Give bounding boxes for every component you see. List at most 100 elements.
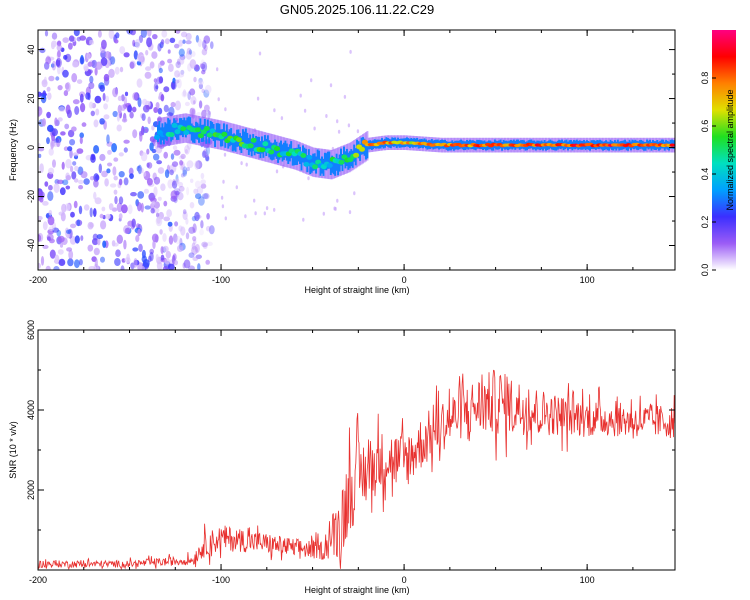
noise-blob	[66, 232, 70, 239]
noise-blob	[115, 249, 121, 257]
noise-blob	[95, 61, 103, 70]
ridge-band	[296, 147, 299, 165]
snr-series	[38, 369, 675, 570]
faint-point	[299, 93, 302, 98]
noise-blob	[86, 39, 90, 45]
noise-blob	[56, 179, 64, 185]
ridge-core	[206, 132, 213, 138]
noise-blob	[160, 94, 165, 102]
ridge-band	[589, 141, 591, 151]
noise-blob	[130, 192, 137, 197]
noise-blob	[140, 202, 144, 213]
noise-blob	[187, 91, 191, 101]
noise-blob	[74, 106, 80, 115]
noise-blob	[193, 188, 199, 195]
ridge-band	[291, 148, 294, 166]
noise-blob	[153, 107, 159, 113]
faint-point	[208, 111, 211, 115]
noise-blob	[48, 226, 55, 232]
noise-blob	[141, 125, 145, 136]
noise-blob	[42, 221, 48, 231]
noise-blob	[164, 38, 170, 45]
ridge-band	[284, 140, 287, 158]
ridge-band	[260, 136, 263, 154]
noise-blob	[69, 149, 73, 159]
noise-blob	[79, 35, 87, 41]
noise-blob	[38, 142, 41, 148]
faint-point	[253, 198, 256, 203]
noise-blob	[186, 167, 191, 172]
ridge-band	[187, 116, 190, 134]
noise-blob	[189, 107, 196, 115]
noise-blob	[194, 211, 200, 222]
noise-blob	[182, 211, 188, 221]
noise-blob	[72, 61, 79, 68]
noise-blob	[167, 263, 175, 270]
noise-blob	[100, 256, 105, 263]
ridge-band	[265, 138, 268, 156]
noise-blob	[166, 209, 173, 218]
noise-blob	[188, 226, 196, 234]
noise-blob	[180, 31, 188, 38]
noise-blob	[90, 154, 96, 163]
noise-blob	[160, 39, 165, 45]
bottom-x-axis-label: Height of straight line (km)	[304, 585, 409, 595]
noise-blob	[190, 96, 197, 105]
noise-blob	[123, 147, 128, 153]
noise-blob	[102, 240, 107, 248]
ridge-band	[214, 129, 217, 147]
noise-blob	[97, 30, 102, 38]
noise-blob	[69, 236, 77, 245]
noise-blob	[173, 233, 178, 243]
noise-blob	[103, 103, 108, 110]
noise-blob	[145, 105, 150, 110]
faint-point	[254, 211, 257, 216]
noise-blob	[119, 46, 126, 55]
noise-blob	[156, 76, 162, 85]
bottom-y-tick-label: 6000	[26, 320, 36, 340]
noise-blob	[73, 200, 78, 209]
ridge-band	[294, 147, 297, 165]
noise-blob	[80, 235, 84, 242]
noise-blob	[40, 255, 45, 266]
noise-blob	[44, 181, 49, 187]
faint-point	[310, 78, 313, 83]
noise-blob	[55, 76, 60, 81]
noise-blob	[195, 193, 202, 200]
noise-blob	[73, 178, 79, 183]
ridge-band	[280, 140, 282, 158]
noise-blob	[104, 178, 109, 187]
noise-blob	[142, 259, 150, 268]
noise-blob	[78, 179, 84, 185]
colorbar-label: Normalized spectral amplitude	[725, 89, 735, 210]
ridge-band	[353, 144, 356, 162]
noise-blob	[88, 101, 94, 109]
noise-blob	[153, 82, 159, 92]
noise-blob	[204, 104, 210, 112]
noise-blob	[184, 101, 190, 107]
colorbar-ticks: 0.0 0.2 0.4 0.6 0.8	[700, 72, 716, 276]
faint-point	[223, 152, 227, 157]
top-y-tick-label: 40	[26, 45, 36, 55]
noise-blob	[113, 157, 119, 162]
noise-blob	[132, 247, 139, 252]
noise-blob	[175, 61, 181, 69]
noise-blob	[189, 59, 197, 69]
bottom-x-tick-label: -100	[212, 575, 230, 585]
noise-blob	[171, 180, 178, 189]
noise-blob	[173, 260, 178, 266]
noise-blob	[157, 107, 163, 115]
colorbar-tick-label: 0.4	[700, 168, 710, 181]
noise-blob	[94, 67, 98, 76]
faint-point	[273, 207, 276, 212]
noise-blob	[173, 79, 180, 84]
noise-blob	[118, 152, 124, 157]
ridge-core	[250, 137, 257, 143]
noise-blob	[174, 100, 181, 111]
noise-blob	[182, 89, 187, 97]
noise-blob	[204, 84, 212, 94]
noise-blob	[105, 51, 111, 59]
noise-blob	[63, 90, 69, 97]
noise-blob	[112, 110, 118, 118]
